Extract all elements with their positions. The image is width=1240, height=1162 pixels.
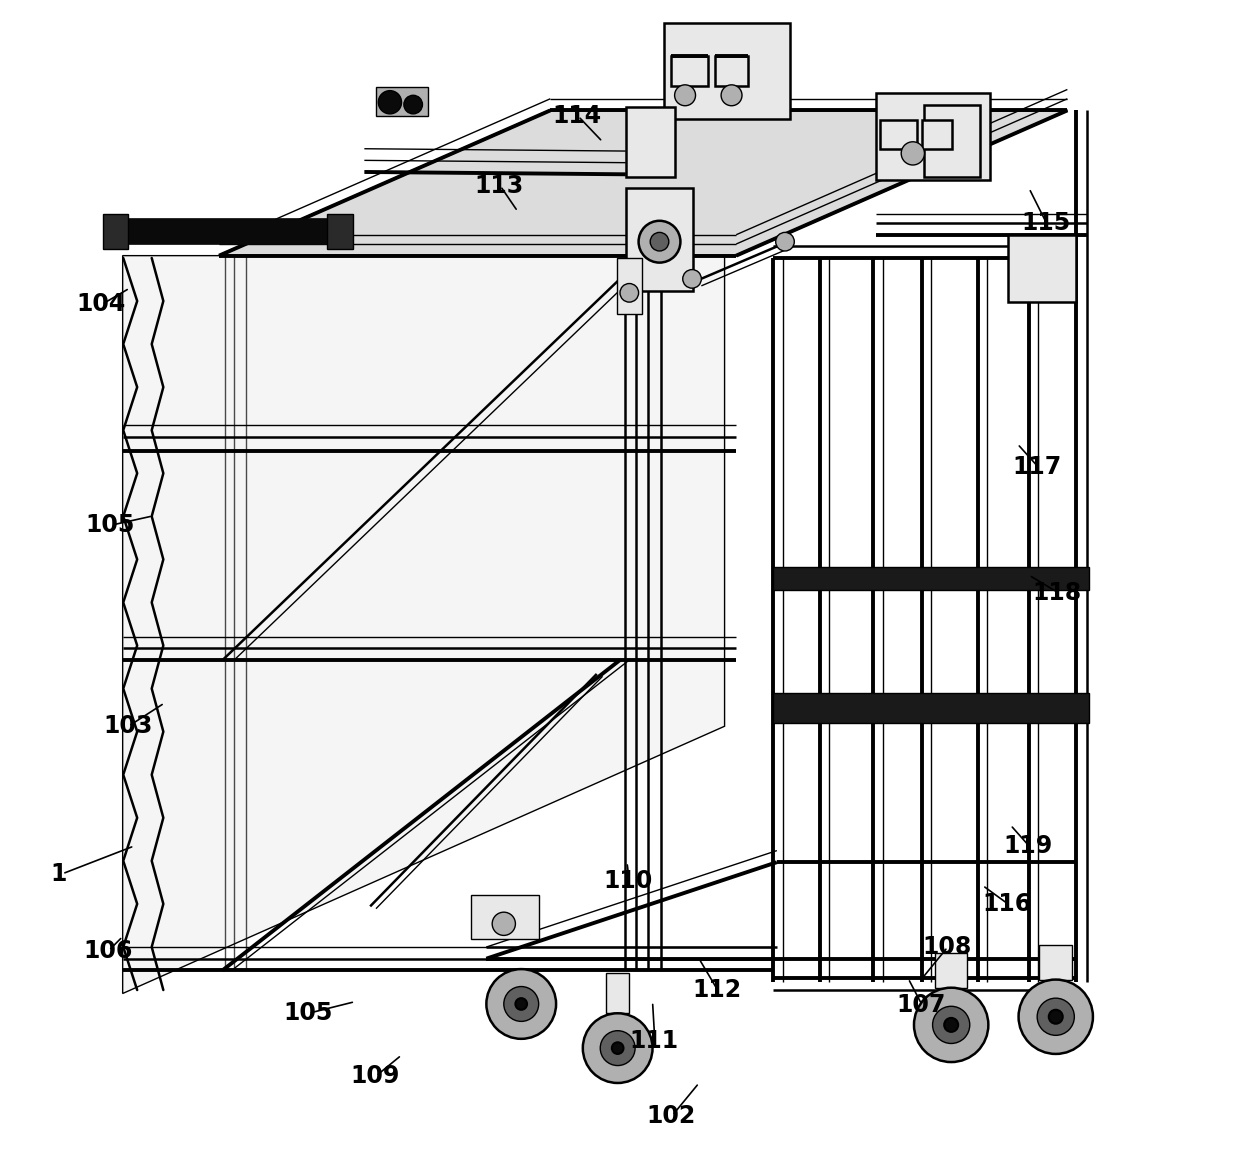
Circle shape xyxy=(901,142,925,165)
Circle shape xyxy=(675,85,696,106)
Text: 105: 105 xyxy=(283,1002,332,1025)
Text: 107: 107 xyxy=(897,994,946,1017)
Text: 114: 114 xyxy=(553,105,601,128)
Bar xyxy=(774,567,1090,590)
Circle shape xyxy=(486,969,556,1039)
Text: 111: 111 xyxy=(629,1030,678,1053)
Polygon shape xyxy=(219,110,1068,256)
Bar xyxy=(880,120,918,149)
Bar xyxy=(616,258,642,314)
Text: 116: 116 xyxy=(982,892,1032,916)
Text: 105: 105 xyxy=(86,514,135,537)
Circle shape xyxy=(722,85,742,106)
Text: 119: 119 xyxy=(1003,834,1053,858)
Bar xyxy=(875,93,990,180)
Circle shape xyxy=(583,1013,652,1083)
Text: 103: 103 xyxy=(103,715,153,738)
Circle shape xyxy=(932,1006,970,1043)
Circle shape xyxy=(503,987,538,1021)
Text: 102: 102 xyxy=(647,1104,696,1127)
Bar xyxy=(327,214,352,249)
Bar xyxy=(606,973,629,1013)
Bar xyxy=(935,953,967,988)
Bar xyxy=(671,56,708,86)
Text: 109: 109 xyxy=(351,1064,399,1088)
Circle shape xyxy=(1037,998,1074,1035)
Circle shape xyxy=(492,912,516,935)
Circle shape xyxy=(378,91,402,114)
Text: 108: 108 xyxy=(923,935,971,959)
Bar xyxy=(471,895,538,939)
Bar xyxy=(1039,945,1073,980)
Bar xyxy=(626,107,675,177)
Circle shape xyxy=(516,998,527,1010)
Bar xyxy=(774,693,1090,723)
Text: 117: 117 xyxy=(1013,456,1061,479)
Bar xyxy=(923,120,952,149)
Circle shape xyxy=(944,1018,959,1032)
Text: 106: 106 xyxy=(83,939,133,962)
Circle shape xyxy=(611,1042,624,1054)
Circle shape xyxy=(600,1031,635,1066)
Circle shape xyxy=(620,284,639,302)
Text: 1: 1 xyxy=(51,862,67,885)
Text: 112: 112 xyxy=(692,978,742,1002)
Bar xyxy=(103,214,129,249)
Circle shape xyxy=(650,232,668,251)
Circle shape xyxy=(914,988,988,1062)
Circle shape xyxy=(1049,1010,1063,1024)
Bar xyxy=(109,218,347,244)
Text: 115: 115 xyxy=(1021,211,1070,235)
Text: 110: 110 xyxy=(604,869,653,892)
Bar xyxy=(715,56,748,86)
Bar xyxy=(626,188,693,290)
Text: 104: 104 xyxy=(76,293,125,316)
Polygon shape xyxy=(123,256,724,994)
Circle shape xyxy=(776,232,795,251)
Circle shape xyxy=(683,270,702,288)
Text: 118: 118 xyxy=(1033,581,1081,604)
Circle shape xyxy=(639,221,681,263)
Bar xyxy=(1008,235,1075,302)
Bar xyxy=(376,87,428,116)
Circle shape xyxy=(1018,980,1092,1054)
Bar xyxy=(925,105,980,177)
Text: 113: 113 xyxy=(475,174,525,198)
Bar xyxy=(665,23,790,119)
Circle shape xyxy=(404,95,423,114)
